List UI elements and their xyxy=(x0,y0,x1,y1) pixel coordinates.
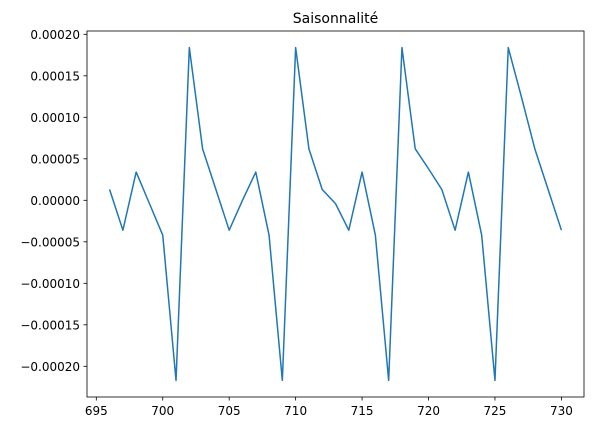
x-tick-label: 720 xyxy=(417,404,440,418)
x-tick-label: 695 xyxy=(85,404,108,418)
y-tick-label: 0.00005 xyxy=(30,152,80,166)
y-tick-label: −0.00010 xyxy=(20,277,80,291)
x-tick-label: 715 xyxy=(351,404,374,418)
x-axis: 695 700 705 710 715 720 725 730 xyxy=(85,397,573,418)
chart-title: Saisonnalité xyxy=(293,11,378,27)
y-axis: 0.00020 0.00015 0.00010 0.00005 0.00000 −0.00… xyxy=(20,28,87,374)
x-tick-label: 725 xyxy=(484,404,507,418)
x-tick-label: 730 xyxy=(550,404,573,418)
series-line xyxy=(108,46,563,382)
y-tick-label: 0.00020 xyxy=(30,28,80,42)
y-tick-label: 0.00015 xyxy=(30,69,80,83)
y-tick-label: 0.00000 xyxy=(30,194,80,208)
x-tick-label: 705 xyxy=(218,404,241,418)
y-tick-label: −0.00005 xyxy=(20,235,80,249)
y-tick-label: 0.00010 xyxy=(30,111,80,125)
y-tick-label: −0.00020 xyxy=(20,360,80,374)
x-tick-label: 710 xyxy=(284,404,307,418)
y-tick-label: −0.00015 xyxy=(20,318,80,332)
x-tick-label: 700 xyxy=(151,404,174,418)
plot-frame xyxy=(86,30,585,398)
